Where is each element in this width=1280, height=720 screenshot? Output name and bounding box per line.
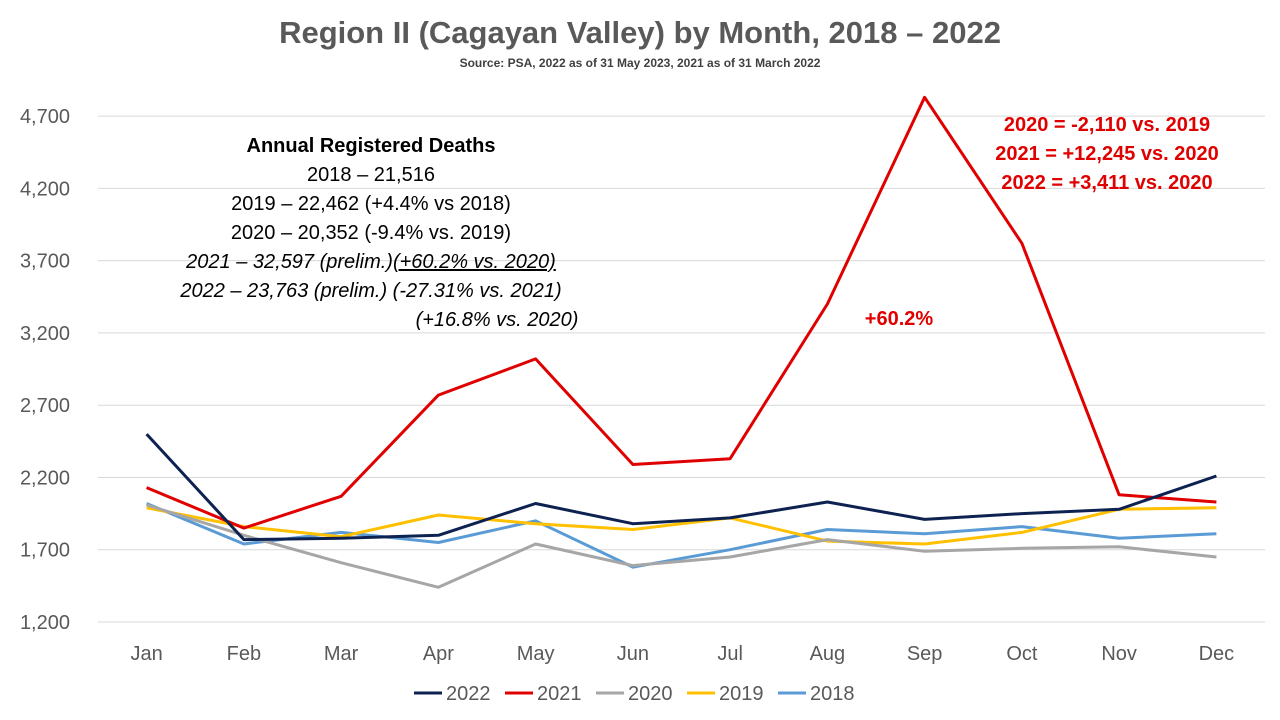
annual-2022-b: (+16.8% vs. 2020) <box>416 309 579 331</box>
y-tick-label: 3,700 <box>20 251 70 273</box>
series-lines <box>145 95 1217 589</box>
legend: 2022 2021 2020 2019 2018 <box>414 683 855 705</box>
legend-label-2021: 2021 <box>537 683 582 705</box>
peak-label: +60.2% <box>865 308 934 330</box>
annual-2021-b: (+60.2% vs. 2020) <box>393 251 556 273</box>
annual-2021-a: 2021 – 32,597 (prelim.) <box>185 251 393 273</box>
legend-label-2019: 2019 <box>719 683 764 705</box>
series-line-2020 <box>146 503 1217 589</box>
y-tick-label: 1,200 <box>20 612 70 634</box>
x-tick-label: Jun <box>617 643 649 665</box>
legend-label-2022: 2022 <box>446 683 491 705</box>
annual-2018: 2018 – 21,516 <box>307 164 435 186</box>
x-tick-label: Jan <box>131 643 163 665</box>
diff-2021: 2021 = +12,245 vs. 2020 <box>995 143 1219 165</box>
x-tick-label: Oct <box>1006 643 1038 665</box>
annual-2022: 2022 – 23,763 (prelim.) (-27.31% vs. 202… <box>179 280 561 302</box>
series-line-2021 <box>146 95 1217 530</box>
x-tick-label: Feb <box>227 643 261 665</box>
chart-subtitle: Source: PSA, 2022 as of 31 May 2023, 202… <box>460 56 821 70</box>
y-tick-label: 2,700 <box>20 395 70 417</box>
diff-2020: 2020 = -2,110 vs. 2019 <box>1004 114 1210 136</box>
x-tick-label: Dec <box>1199 643 1235 665</box>
diff-note: 2020 = -2,110 vs. 2019 2021 = +12,245 vs… <box>995 114 1219 194</box>
series-line-2022 <box>145 433 1217 542</box>
y-tick-label: 4,200 <box>20 178 70 200</box>
annual-deaths-note: Annual Registered Deaths 2018 – 21,516 2… <box>179 135 578 331</box>
annual-2019: 2019 – 22,462 (+4.4% vs 2018) <box>231 193 511 215</box>
chart-title: Region II (Cagayan Valley) by Month, 201… <box>279 15 1001 50</box>
series-line-2019 <box>146 506 1217 546</box>
x-tick-label: May <box>517 643 555 665</box>
y-tick-label: 1,700 <box>20 540 70 562</box>
x-axis-ticks: Jan Feb Mar Apr May Jun Jul Aug Sep Oct Nov Dec <box>131 643 1235 665</box>
x-tick-label: Sep <box>907 643 943 665</box>
x-tick-label: Jul <box>717 643 743 665</box>
x-tick-label: Nov <box>1101 643 1137 665</box>
y-tick-label: 2,200 <box>20 467 70 489</box>
annual-header: Annual Registered Deaths <box>247 135 496 157</box>
legend-label-2018: 2018 <box>810 683 855 705</box>
diff-2022: 2022 = +3,411 vs. 2020 <box>1001 172 1212 194</box>
x-tick-label: Aug <box>810 643 846 665</box>
annual-2020: 2020 – 20,352 (-9.4% vs. 2019) <box>231 222 511 244</box>
x-tick-label: Apr <box>423 643 454 665</box>
annual-2021: 2021 – 32,597 (prelim.)(+60.2% vs. 2020) <box>185 251 556 273</box>
y-tick-label: 3,200 <box>20 323 70 345</box>
legend-label-2020: 2020 <box>628 683 673 705</box>
y-tick-label: 4,700 <box>20 106 70 128</box>
x-tick-label: Mar <box>324 643 359 665</box>
y-axis-ticks: 1,200 1,700 2,200 2,700 3,200 3,700 4,200 4,700 <box>20 106 70 634</box>
